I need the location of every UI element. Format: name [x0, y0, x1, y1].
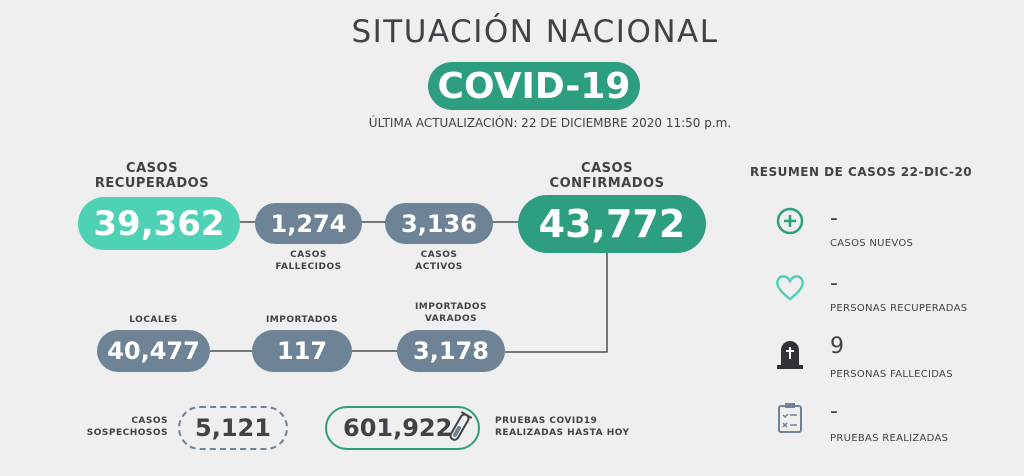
stat-value: 601,922 [325, 406, 480, 450]
title: SITUACIÓN NACIONAL [351, 14, 719, 50]
stat-value: 43,772 [518, 195, 706, 253]
stat-value: 5,121 [178, 406, 288, 450]
label-line: SOSPECHOSOS [86, 428, 168, 438]
summary-label: PERSONAS RECUPERADAS [830, 303, 968, 314]
label-line: CASOS [290, 250, 327, 260]
stat-value: 39,362 [78, 197, 240, 250]
summary-label: PRUEBAS REALIZADAS [830, 433, 949, 444]
stat-value: 40,477 [97, 330, 210, 372]
label-line: CASOS [581, 161, 633, 176]
stat-value: 1,274 [255, 203, 362, 244]
label-line: ACTIVOS [415, 262, 463, 272]
label-line: IMPORTADOS [414, 302, 488, 312]
stat-label: IMPORTADOS VARADOS [397, 301, 505, 325]
clipboard-icon [778, 403, 802, 433]
stat-label: CASOS FALLECIDOS [255, 249, 362, 273]
tomb-icon [777, 341, 803, 369]
stat-label: LOCALES [129, 315, 178, 325]
stat-label: CASOS SOSPECHOSOS [60, 415, 168, 439]
stat-value: 3,178 [397, 330, 505, 372]
stat-label: CASOS CONFIRMADOS [527, 161, 687, 191]
label-line: CASOS [131, 416, 168, 426]
stat-label: IMPORTADOS [265, 315, 339, 325]
summary-value: 9 [830, 334, 844, 359]
test-tube-icon [449, 411, 472, 441]
badge: COVID-19 [428, 62, 640, 110]
label-line: FALLECIDOS [275, 262, 342, 272]
stat-value: 3,136 [385, 203, 493, 244]
label-line: REALIZADAS HASTA HOY [495, 428, 630, 438]
label-line: PRUEBAS COVID19 [495, 416, 598, 426]
stat-label: CASOS ACTIVOS [385, 249, 493, 273]
stat-label: PRUEBAS COVID19 REALIZADAS HASTA HOY [495, 415, 655, 439]
summary-title: RESUMEN DE CASOS 22-DIC-20 [750, 165, 973, 179]
label-line: CASOS [420, 250, 458, 260]
stat-value: 117 [252, 330, 352, 372]
label-line: RECUPERADOS [94, 176, 210, 191]
summary-value: - [830, 206, 838, 231]
summary-value: - [830, 399, 838, 424]
summary-label: PERSONAS FALLECIDAS [830, 369, 953, 380]
summary-label: CASOS NUEVOS [830, 238, 914, 249]
stat-label: CASOS RECUPERADOS [72, 161, 232, 191]
label-line: CONFIRMADOS [549, 176, 665, 191]
label-line: CASOS [126, 161, 178, 176]
heart-icon [776, 275, 804, 301]
summary-value: - [830, 271, 838, 296]
updated: ÚLTIMA ACTUALIZACIÓN: 22 DE DICIEMBRE 20… [368, 116, 732, 130]
plus-icon [776, 207, 804, 235]
label-line: VARADOS [424, 314, 478, 324]
